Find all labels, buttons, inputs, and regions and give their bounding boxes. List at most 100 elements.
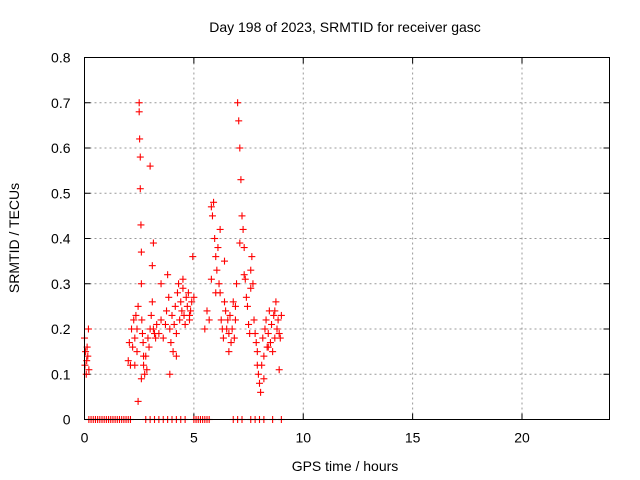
y-axis-label: SRMTID / TECUs bbox=[6, 183, 22, 293]
chart-title: Day 198 of 2023, SRMTID for receiver gas… bbox=[209, 19, 481, 35]
data-point bbox=[166, 325, 174, 333]
y-tick-label: 0.3 bbox=[51, 276, 71, 292]
data-point bbox=[184, 289, 192, 297]
data-point bbox=[186, 311, 193, 319]
x-tick-label: 0 bbox=[81, 430, 89, 446]
data-point bbox=[187, 307, 195, 315]
data-point bbox=[124, 357, 132, 365]
data-point bbox=[179, 284, 187, 292]
data-point bbox=[216, 225, 224, 233]
data-point bbox=[270, 311, 278, 319]
data-point bbox=[173, 289, 181, 297]
data-point bbox=[210, 198, 218, 206]
x-tick-label: 20 bbox=[514, 430, 530, 446]
data-point bbox=[253, 348, 261, 356]
data-point bbox=[129, 343, 137, 351]
data-point bbox=[241, 275, 249, 283]
data-point bbox=[208, 212, 216, 220]
y-tick-label: 0.7 bbox=[51, 95, 71, 111]
data-point bbox=[133, 348, 141, 356]
data-point bbox=[175, 280, 183, 288]
data-point bbox=[257, 388, 265, 396]
data-point bbox=[240, 271, 248, 279]
data-point bbox=[266, 339, 274, 347]
y-tick-label: 0 bbox=[63, 412, 71, 428]
data-point bbox=[248, 253, 256, 261]
data-point bbox=[85, 366, 93, 374]
data-point bbox=[135, 108, 143, 116]
data-point bbox=[132, 311, 140, 319]
data-point bbox=[226, 311, 234, 319]
data-point bbox=[254, 370, 262, 378]
data-point bbox=[259, 334, 267, 342]
data-point bbox=[249, 280, 257, 288]
data-point bbox=[137, 221, 145, 229]
data-point bbox=[148, 298, 156, 306]
data-point bbox=[137, 375, 145, 383]
data-point bbox=[221, 257, 228, 265]
data-point bbox=[143, 366, 151, 374]
data-point bbox=[269, 348, 277, 356]
data-point bbox=[238, 212, 246, 220]
data-point bbox=[231, 302, 239, 310]
data-point bbox=[136, 153, 144, 161]
x-axis-label: GPS time / hours bbox=[292, 458, 399, 474]
y-tick-label: 0.1 bbox=[51, 366, 71, 382]
data-point bbox=[207, 275, 215, 283]
data-point bbox=[136, 135, 144, 143]
data-point bbox=[253, 361, 261, 369]
data-point bbox=[237, 176, 245, 184]
data-point bbox=[211, 235, 219, 242]
data-point bbox=[136, 185, 144, 193]
data-point bbox=[274, 316, 282, 324]
data-point bbox=[84, 352, 92, 360]
data-point bbox=[247, 266, 255, 274]
data-point bbox=[201, 325, 209, 333]
tick-labels: 0 0.1 0.2 0.3 0.4 0.5 0.6 0.7 0.8 0 5 10 15 20 bbox=[51, 50, 530, 446]
data-point bbox=[152, 334, 160, 342]
data-point bbox=[140, 352, 148, 360]
data-point bbox=[125, 339, 133, 347]
data-points bbox=[81, 99, 285, 423]
data-point bbox=[264, 330, 272, 338]
data-point bbox=[188, 298, 196, 306]
data-point bbox=[262, 316, 270, 324]
data-point bbox=[147, 311, 155, 319]
data-point bbox=[131, 361, 139, 369]
data-point bbox=[137, 280, 145, 288]
data-point bbox=[157, 280, 165, 288]
data-point bbox=[228, 325, 236, 333]
data-point bbox=[225, 330, 233, 338]
data-point bbox=[233, 280, 241, 288]
data-point bbox=[227, 339, 235, 347]
y-tick-label: 0.2 bbox=[51, 321, 71, 337]
data-point bbox=[252, 339, 260, 347]
data-point bbox=[264, 343, 272, 351]
data-point bbox=[235, 117, 243, 125]
x-tick-label: 15 bbox=[405, 430, 421, 446]
data-point bbox=[177, 298, 185, 306]
data-point bbox=[172, 352, 180, 360]
data-point bbox=[221, 298, 228, 306]
data-point bbox=[146, 162, 154, 170]
data-point bbox=[212, 289, 220, 297]
data-point bbox=[155, 330, 163, 338]
data-point bbox=[149, 325, 157, 333]
data-point bbox=[205, 316, 213, 324]
data-point bbox=[213, 266, 221, 274]
data-point bbox=[250, 316, 258, 324]
data-point bbox=[230, 334, 238, 342]
data-point bbox=[225, 348, 233, 356]
data-point bbox=[271, 307, 279, 315]
data-point bbox=[168, 311, 176, 319]
data-point bbox=[176, 316, 184, 324]
data-point bbox=[236, 239, 244, 247]
x-tick-label: 10 bbox=[295, 430, 311, 446]
data-point bbox=[131, 334, 139, 342]
data-point bbox=[272, 298, 280, 306]
data-point bbox=[145, 343, 153, 351]
data-point bbox=[82, 370, 90, 378]
data-point bbox=[275, 330, 283, 338]
data-point bbox=[138, 330, 146, 338]
